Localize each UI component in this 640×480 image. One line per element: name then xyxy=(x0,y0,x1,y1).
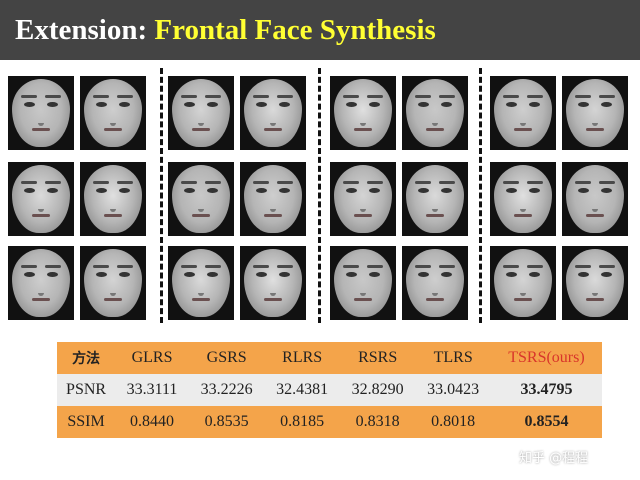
table-cell-best: 0.8554 xyxy=(524,413,569,430)
face-image xyxy=(562,76,628,150)
face-image xyxy=(240,162,306,236)
header-rlrs: RLRS xyxy=(282,349,323,366)
face-image xyxy=(80,246,146,320)
face-image xyxy=(330,162,396,236)
dashed-divider-2 xyxy=(318,68,321,323)
header-rsrs: RSRS xyxy=(358,349,398,366)
face-image xyxy=(80,162,146,236)
header-method: 方法 xyxy=(72,351,101,367)
face-image xyxy=(490,162,556,236)
title-highlight: Frontal Face Synthesis xyxy=(154,14,436,46)
dashed-divider-3 xyxy=(479,68,482,323)
header-glrs: GLRS xyxy=(131,349,173,366)
header-tsrs-ours: TSRS(ours) xyxy=(508,349,585,366)
table-row: PSNR 33.3111 33.2226 32.4381 32.8290 33.… xyxy=(57,374,602,406)
face-image xyxy=(8,246,74,320)
face-image xyxy=(80,76,146,150)
table-cell: 0.8440 xyxy=(130,413,175,430)
title-bar: Extension: Frontal Face Synthesis xyxy=(0,0,640,60)
results-table: 方法 GLRS GSRS RLRS RSRS TLRS TSRS(ours) P… xyxy=(57,342,602,438)
face-image xyxy=(330,76,396,150)
face-image xyxy=(562,162,628,236)
table-cell: 0.8018 xyxy=(431,413,476,430)
table-cell: 32.8290 xyxy=(351,381,404,398)
face-grid xyxy=(0,68,640,328)
face-image xyxy=(490,246,556,320)
table-header-row: 方法 GLRS GSRS RLRS RSRS TLRS TSRS(ours) xyxy=(57,342,602,374)
table-cell: 33.3111 xyxy=(126,381,178,398)
face-image xyxy=(168,162,234,236)
face-image xyxy=(240,246,306,320)
face-image xyxy=(168,246,234,320)
header-gsrs: GSRS xyxy=(206,349,247,366)
table-cell: 0.8185 xyxy=(280,413,325,430)
slide-title: Extension: Frontal Face Synthesis xyxy=(15,12,436,48)
face-image xyxy=(8,76,74,150)
table-cell: 33.2226 xyxy=(200,381,253,398)
face-image xyxy=(168,76,234,150)
table-cell: 33.0423 xyxy=(427,381,480,398)
table-cell: 0.8535 xyxy=(204,413,249,430)
title-prefix: Extension: xyxy=(15,14,148,46)
table-cell: 0.8318 xyxy=(355,413,400,430)
table-cell: 32.4381 xyxy=(276,381,329,398)
face-image xyxy=(562,246,628,320)
face-image xyxy=(402,246,468,320)
table-row: SSIM 0.8440 0.8535 0.8185 0.8318 0.8018 … xyxy=(57,406,602,438)
face-image xyxy=(330,246,396,320)
face-image xyxy=(402,162,468,236)
table-cell-best: 33.4795 xyxy=(520,381,573,398)
row-label-psnr: PSNR xyxy=(66,381,107,398)
watermark: 知乎 @程程 xyxy=(519,451,589,466)
row-label-ssim: SSIM xyxy=(67,413,105,430)
face-image xyxy=(8,162,74,236)
header-tlrs: TLRS xyxy=(433,349,473,366)
face-image xyxy=(402,76,468,150)
face-image xyxy=(240,76,306,150)
dashed-divider-1 xyxy=(160,68,163,323)
face-image xyxy=(490,76,556,150)
